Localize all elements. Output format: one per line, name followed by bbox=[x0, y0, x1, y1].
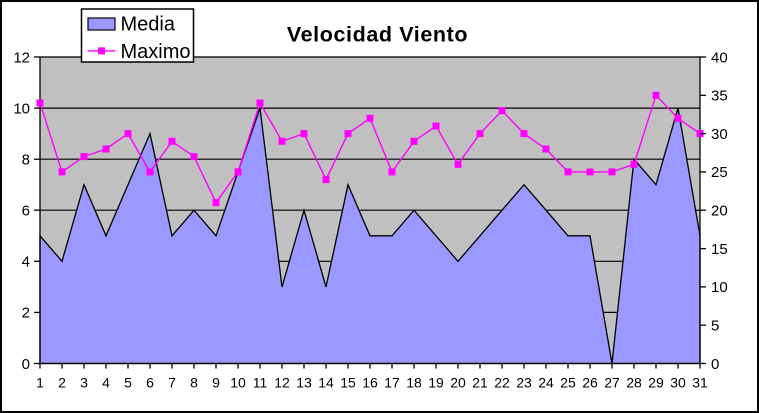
svg-text:12: 12 bbox=[274, 375, 290, 391]
svg-text:0: 0 bbox=[22, 356, 30, 373]
svg-text:40: 40 bbox=[711, 49, 728, 66]
svg-text:1: 1 bbox=[36, 375, 44, 391]
svg-text:10: 10 bbox=[230, 375, 246, 391]
svg-text:12: 12 bbox=[13, 49, 30, 66]
svg-text:Media: Media bbox=[121, 14, 176, 36]
svg-text:16: 16 bbox=[362, 375, 378, 391]
svg-text:30: 30 bbox=[670, 375, 686, 391]
svg-text:35: 35 bbox=[711, 88, 728, 105]
svg-text:8: 8 bbox=[22, 152, 30, 169]
svg-text:25: 25 bbox=[711, 164, 728, 181]
svg-text:25: 25 bbox=[560, 375, 576, 391]
svg-text:29: 29 bbox=[648, 375, 664, 391]
svg-text:3: 3 bbox=[80, 375, 88, 391]
svg-text:5: 5 bbox=[124, 375, 132, 391]
svg-text:21: 21 bbox=[472, 375, 488, 391]
svg-text:28: 28 bbox=[626, 375, 642, 391]
svg-text:20: 20 bbox=[711, 203, 728, 220]
svg-text:22: 22 bbox=[494, 375, 510, 391]
svg-text:18: 18 bbox=[406, 375, 422, 391]
svg-text:15: 15 bbox=[340, 375, 356, 391]
svg-text:10: 10 bbox=[13, 100, 30, 117]
svg-text:6: 6 bbox=[146, 375, 154, 391]
svg-text:7: 7 bbox=[168, 375, 176, 391]
svg-text:Velocidad Viento: Velocidad Viento bbox=[287, 23, 468, 47]
svg-text:2: 2 bbox=[58, 375, 66, 391]
svg-text:13: 13 bbox=[296, 375, 312, 391]
svg-text:27: 27 bbox=[604, 375, 620, 391]
svg-text:26: 26 bbox=[582, 375, 598, 391]
svg-text:20: 20 bbox=[450, 375, 466, 391]
svg-text:6: 6 bbox=[22, 203, 30, 220]
svg-text:5: 5 bbox=[711, 318, 719, 335]
svg-text:0: 0 bbox=[711, 356, 719, 373]
svg-text:4: 4 bbox=[102, 375, 110, 391]
svg-text:4: 4 bbox=[22, 254, 30, 271]
svg-text:10: 10 bbox=[711, 279, 728, 296]
svg-text:24: 24 bbox=[538, 375, 554, 391]
svg-text:8: 8 bbox=[190, 375, 198, 391]
svg-text:30: 30 bbox=[711, 126, 728, 143]
svg-text:15: 15 bbox=[711, 241, 728, 258]
svg-text:31: 31 bbox=[692, 375, 708, 391]
svg-text:17: 17 bbox=[384, 375, 400, 391]
svg-text:9: 9 bbox=[212, 375, 220, 391]
svg-text:14: 14 bbox=[318, 375, 334, 391]
svg-text:2: 2 bbox=[22, 305, 30, 322]
svg-text:11: 11 bbox=[253, 375, 268, 391]
svg-text:Maximo: Maximo bbox=[121, 41, 191, 63]
svg-text:19: 19 bbox=[428, 375, 444, 391]
svg-text:23: 23 bbox=[516, 375, 532, 391]
